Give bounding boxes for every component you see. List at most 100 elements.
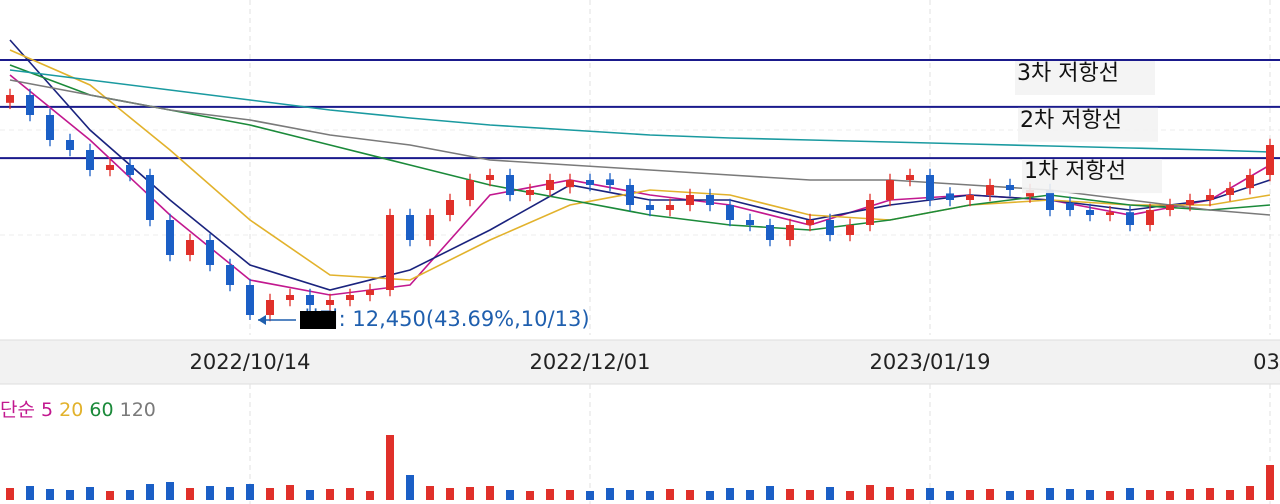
candle-body <box>1046 190 1054 210</box>
candle-body <box>166 220 174 255</box>
candle-body <box>26 95 34 115</box>
candle-body <box>846 225 854 235</box>
volume-bar <box>86 487 94 500</box>
moving-average-line <box>9 69 1271 153</box>
volume-bar <box>126 490 134 500</box>
volume-bar <box>326 489 334 500</box>
legend-entry: 단순 <box>0 399 35 421</box>
volume-bar <box>66 490 74 500</box>
candle-body <box>1066 202 1074 210</box>
volume-bar <box>106 491 114 500</box>
date-axis-band <box>0 340 1280 384</box>
volume-bar <box>246 484 254 500</box>
candle-body <box>866 200 874 225</box>
volume-bar <box>1066 489 1074 500</box>
volume-bar <box>46 489 54 500</box>
volume-bar <box>1186 489 1194 500</box>
volume-bar <box>846 491 854 500</box>
volume-bar <box>406 475 414 500</box>
candle-body <box>186 240 194 255</box>
volume-bar <box>286 485 294 500</box>
candle-body <box>6 95 14 103</box>
candle-body <box>1026 190 1034 197</box>
price-panel <box>0 39 1280 322</box>
candle-body <box>366 290 374 295</box>
volume-bar <box>186 488 194 500</box>
volume-bar <box>786 489 794 500</box>
volume-bar <box>826 487 834 500</box>
candle-body <box>206 240 214 265</box>
annotation-label: 최저: 12,450(43.69%,10/13) <box>300 307 590 331</box>
volume-bar <box>386 435 394 500</box>
legend-entry: 20 <box>59 399 83 421</box>
candle-body <box>246 285 254 315</box>
volume-bar <box>1046 488 1054 500</box>
candle-body <box>906 175 914 180</box>
volume-bar <box>926 488 934 500</box>
candle-body <box>886 180 894 200</box>
candle-body <box>1006 185 1014 190</box>
candle-body <box>1146 210 1154 225</box>
volume-bar <box>726 488 734 500</box>
candle-body <box>1226 188 1234 195</box>
volume-bar <box>486 486 494 500</box>
candle-body <box>426 215 434 240</box>
candle-body <box>526 190 534 195</box>
x-tick-label: 2022/12/01 <box>529 350 650 374</box>
candle-body <box>606 179 614 185</box>
legend-entry: 5 <box>41 399 53 421</box>
volume-bar <box>686 490 694 500</box>
annotation-arrowhead <box>258 315 266 325</box>
labels: 2022/10/14 2022/12/01 2023/01/19 03/3차 저항선 2… <box>0 61 1280 421</box>
volume-bar <box>6 488 14 500</box>
volume-bar <box>26 486 34 500</box>
candle-body <box>726 205 734 220</box>
volume-bar <box>506 490 514 500</box>
volume-bar <box>426 486 434 500</box>
volume-bar <box>1126 488 1134 500</box>
candle-body <box>226 265 234 285</box>
volume-bar <box>446 488 454 500</box>
resistance-label: 2차 저항선 <box>1020 108 1122 133</box>
x-tick-label: 03/ <box>1253 350 1280 374</box>
candle-body <box>686 195 694 205</box>
candle-body <box>586 180 594 185</box>
candle-body <box>386 215 394 290</box>
volume-bar <box>946 491 954 500</box>
candle-body <box>286 295 294 300</box>
legend-entry: 60 <box>89 399 113 421</box>
volume-bar <box>1266 465 1274 500</box>
volume-bar <box>606 488 614 500</box>
volume-bar <box>1026 490 1034 500</box>
candle-body <box>1206 195 1214 200</box>
candle-body <box>966 195 974 200</box>
candle-body <box>306 295 314 305</box>
candle-body <box>626 185 634 205</box>
redaction <box>300 311 336 329</box>
candle-body <box>446 200 454 215</box>
volume-bar <box>666 489 674 500</box>
volume-bar <box>546 489 554 500</box>
candle-body <box>826 220 834 235</box>
volume-bar <box>266 488 274 500</box>
volume-bar <box>146 484 154 500</box>
volume-bar <box>526 491 534 500</box>
candle-body <box>506 175 514 195</box>
candle-body <box>1246 175 1254 189</box>
volume-panel <box>6 435 1274 500</box>
candle-body <box>266 300 274 315</box>
volume-bar <box>766 486 774 500</box>
legend: 단순 5 20 60 120 <box>0 399 156 421</box>
volume-bar <box>306 490 314 500</box>
volume-bar <box>866 485 874 500</box>
volume-bar <box>1166 491 1174 500</box>
volume-bar <box>1086 490 1094 500</box>
volume-bar <box>1146 490 1154 500</box>
candle-body <box>1086 210 1094 215</box>
x-tick-label: 2023/01/19 <box>869 350 990 374</box>
candle-body <box>326 300 334 305</box>
candle-body <box>986 185 994 195</box>
resistance-label: 3차 저항선 <box>1017 61 1119 86</box>
moving-average-line <box>9 79 1271 216</box>
candle-body <box>1126 212 1134 225</box>
